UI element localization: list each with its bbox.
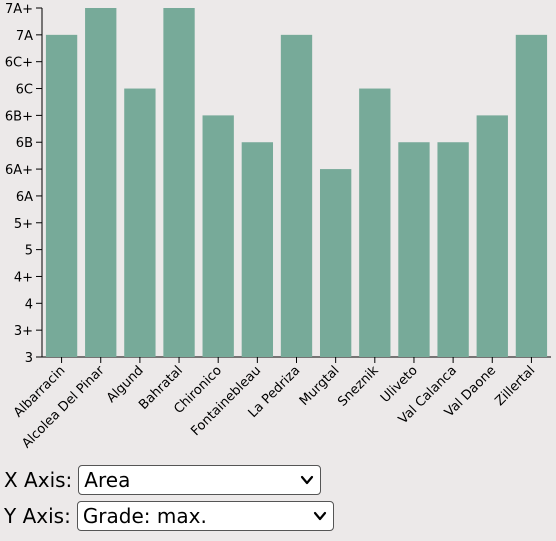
bar (45, 34, 78, 357)
y-tick-label: 3+ (14, 324, 33, 339)
y-tick-label: 6C (16, 83, 33, 98)
y-tick-label: 5+ (14, 217, 33, 232)
bar (437, 142, 469, 357)
x-tick-label: Fontainebleau (188, 363, 264, 439)
x-axis-label: X Axis: (4, 468, 73, 492)
bar (124, 88, 156, 358)
y-axis-label: Y Axis: (4, 504, 71, 528)
bar (359, 88, 391, 358)
x-tick-label: Sneznik (335, 363, 382, 410)
bar (515, 34, 548, 357)
y-tick-label: 6B+ (5, 109, 33, 124)
x-tick-label: Murgtal (297, 363, 343, 409)
y-tick-label: 4 (25, 297, 33, 312)
bar (163, 8, 195, 357)
bar (319, 169, 352, 357)
x-axis-control: X Axis: Area (4, 465, 322, 495)
y-tick-label: 6C+ (5, 56, 33, 71)
y-tick-label: 6B (16, 136, 33, 151)
bar (241, 142, 274, 357)
y-axis-selected-value: Grade: max. (82, 504, 207, 528)
y-axis-control: Y Axis: Grade: max. (4, 501, 334, 531)
bar (398, 142, 430, 357)
chevron-down-icon (313, 511, 326, 521)
bar (85, 8, 117, 357)
y-tick-label: 7A (16, 29, 33, 44)
bar (476, 115, 508, 357)
bar (280, 34, 313, 357)
bar-chart: 3 3+ 4 4+ 5 5+ 6A 6A+ 6B 6B+ 6C 6C+ 7A 7A+ Albarracin A… (5, 2, 551, 451)
y-tick-label: 6A+ (5, 163, 33, 178)
y-tick-label: 4+ (14, 270, 33, 285)
y-tick-label: 6A (16, 190, 33, 205)
x-axis-selected-value: Area (84, 468, 131, 492)
y-axis-select[interactable]: Grade: max. (76, 501, 334, 531)
chevron-down-icon (301, 475, 314, 485)
y-tick-label: 7A+ (5, 2, 33, 17)
chart-svg: 33+44+55+6A6A+6B6B+6C6C+7A7A+AlbarracinA… (5, 2, 551, 451)
y-tick-label: 5 (25, 244, 33, 259)
x-axis-select[interactable]: Area (78, 465, 322, 495)
y-tick-label: 3 (25, 351, 33, 366)
bar (202, 115, 234, 357)
x-tick-label: Zillertal (492, 363, 538, 409)
